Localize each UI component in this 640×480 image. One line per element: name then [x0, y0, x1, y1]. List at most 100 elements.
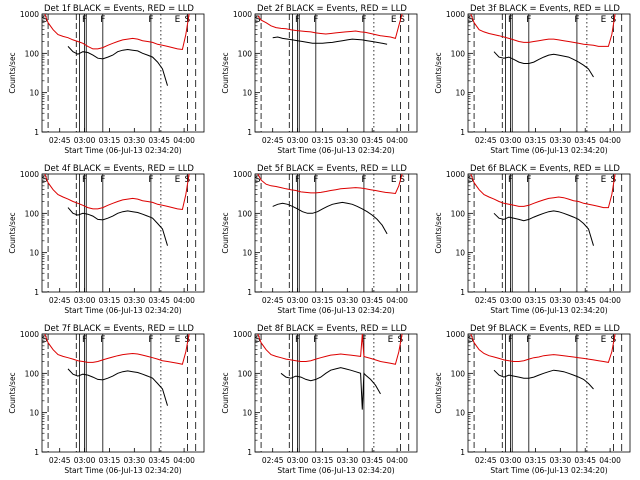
marker-label: F [508, 175, 513, 185]
marker-label: F [574, 335, 579, 345]
events-series-line [272, 201, 388, 235]
marker-label: F [526, 175, 531, 185]
marker-label: E [391, 15, 397, 25]
marker-label: S [42, 175, 48, 185]
x-tick-label: 03:30 [124, 136, 146, 145]
marker-label: E [601, 175, 607, 185]
x-tick-label: 03:00 [500, 296, 522, 305]
y-tick-label: 1000 [20, 170, 39, 179]
y-tick-label: 1 [34, 448, 39, 457]
events-series-line [67, 207, 168, 246]
marker-label: F [295, 175, 300, 185]
chart-title: Det 6f BLACK = Events, RED = LLD [470, 164, 620, 174]
chart-title: Det 1f BLACK = Events, RED = LLD [44, 4, 194, 14]
x-tick-label: 04:00 [173, 136, 195, 145]
x-tick-label: 04:00 [599, 456, 621, 465]
y-axis-label: Counts/sec [8, 52, 17, 93]
chart-panel: Det 3f BLACK = Events, RED = LLD 1 10 100 10… [434, 4, 631, 155]
marker-label: F [148, 15, 153, 25]
lld-series-line [44, 333, 190, 365]
marker-label: S [468, 175, 474, 185]
marker-label: S [255, 15, 261, 25]
marker-label: F [313, 335, 318, 345]
chart-panel: Det 9f BLACK = Events, RED = LLD 1 10 100 10… [434, 324, 631, 475]
plot-frame [41, 173, 205, 293]
lld-series-line [257, 173, 403, 195]
marker-label: S [42, 335, 48, 345]
marker-label: S [468, 15, 474, 25]
marker-label: F [361, 175, 366, 185]
y-tick-label: 1000 [446, 330, 465, 339]
x-tick-label: 03:30 [337, 136, 359, 145]
marker-label: S [185, 15, 191, 25]
x-tick-label: 03:30 [124, 456, 146, 465]
y-tick-label: 1 [247, 448, 252, 457]
chart-panel: Det 4f BLACK = Events, RED = LLD 1 10 100 10… [8, 164, 205, 315]
x-tick-label: 02:45 [49, 456, 71, 465]
marker-label: F [574, 175, 579, 185]
y-tick-label: 1 [460, 288, 465, 297]
lld-series-line [257, 333, 403, 365]
y-tick-label: 100 [25, 369, 40, 378]
marker-label: E [391, 175, 397, 185]
x-tick-label: 02:45 [475, 296, 497, 305]
x-axis-label: Start Time (06-Jul-13 02:34:20) [277, 146, 394, 155]
y-tick-label: 10 [29, 89, 39, 98]
marker-label: F [526, 15, 531, 25]
marker-label: F [100, 335, 105, 345]
marker-label: E [601, 15, 607, 25]
chart-panel: Det 2f BLACK = Events, RED = LLD 1 10 100 10… [221, 4, 418, 155]
y-tick-label: 10 [455, 249, 465, 258]
lld-series-line [44, 173, 190, 211]
x-axis-label: Start Time (06-Jul-13 02:34:20) [490, 306, 607, 315]
marker-label: E [601, 335, 607, 345]
y-axis-label: Counts/sec [8, 212, 17, 253]
y-tick-label: 100 [451, 369, 466, 378]
y-tick-label: 10 [242, 409, 252, 418]
y-tick-label: 1000 [20, 10, 39, 19]
x-tick-label: 04:00 [386, 456, 408, 465]
plot-frame [467, 13, 631, 133]
x-tick-label: 03:30 [124, 296, 146, 305]
marker-label: F [313, 15, 318, 25]
x-axis-label: Start Time (06-Jul-13 02:34:20) [277, 466, 394, 475]
x-tick-label: 02:45 [262, 456, 284, 465]
marker-label: F [295, 335, 300, 345]
y-tick-label: 100 [451, 209, 466, 218]
x-tick-label: 03:00 [500, 136, 522, 145]
marker-label: F [100, 15, 105, 25]
y-axis-label: Counts/sec [434, 372, 443, 413]
y-axis-label: Counts/sec [221, 212, 230, 253]
x-tick-label: 04:00 [386, 136, 408, 145]
chart-title: Det 9f BLACK = Events, RED = LLD [470, 324, 620, 334]
x-axis-label: Start Time (06-Jul-13 02:34:20) [490, 146, 607, 155]
chart-panel: Det 1f BLACK = Events, RED = LLD 1 10 100 10… [8, 4, 205, 155]
events-series-line [272, 36, 388, 45]
x-tick-label: 02:45 [49, 136, 71, 145]
y-axis-label: Counts/sec [221, 52, 230, 93]
chart-title: Det 3f BLACK = Events, RED = LLD [470, 4, 620, 14]
plot-frame [41, 13, 205, 133]
x-tick-label: 03:00 [287, 296, 309, 305]
marker-label: F [295, 15, 300, 25]
x-tick-label: 03:45 [148, 136, 170, 145]
y-tick-label: 100 [451, 49, 466, 58]
x-axis-label: Start Time (06-Jul-13 02:34:20) [64, 306, 181, 315]
x-axis-label: Start Time (06-Jul-13 02:34:20) [490, 466, 607, 475]
marker-label: F [82, 335, 87, 345]
marker-label: F [148, 335, 153, 345]
x-tick-label: 04:00 [599, 296, 621, 305]
marker-label: S [611, 175, 617, 185]
marker-label: F [574, 15, 579, 25]
y-tick-label: 100 [238, 369, 253, 378]
x-tick-label: 03:45 [361, 456, 383, 465]
x-tick-label: 03:15 [99, 136, 121, 145]
x-tick-label: 03:45 [574, 136, 596, 145]
marker-label: S [185, 175, 191, 185]
x-tick-label: 02:45 [49, 296, 71, 305]
x-tick-label: 03:45 [574, 456, 596, 465]
plot-frame [41, 333, 205, 453]
x-tick-label: 02:45 [475, 456, 497, 465]
marker-label: S [42, 15, 48, 25]
